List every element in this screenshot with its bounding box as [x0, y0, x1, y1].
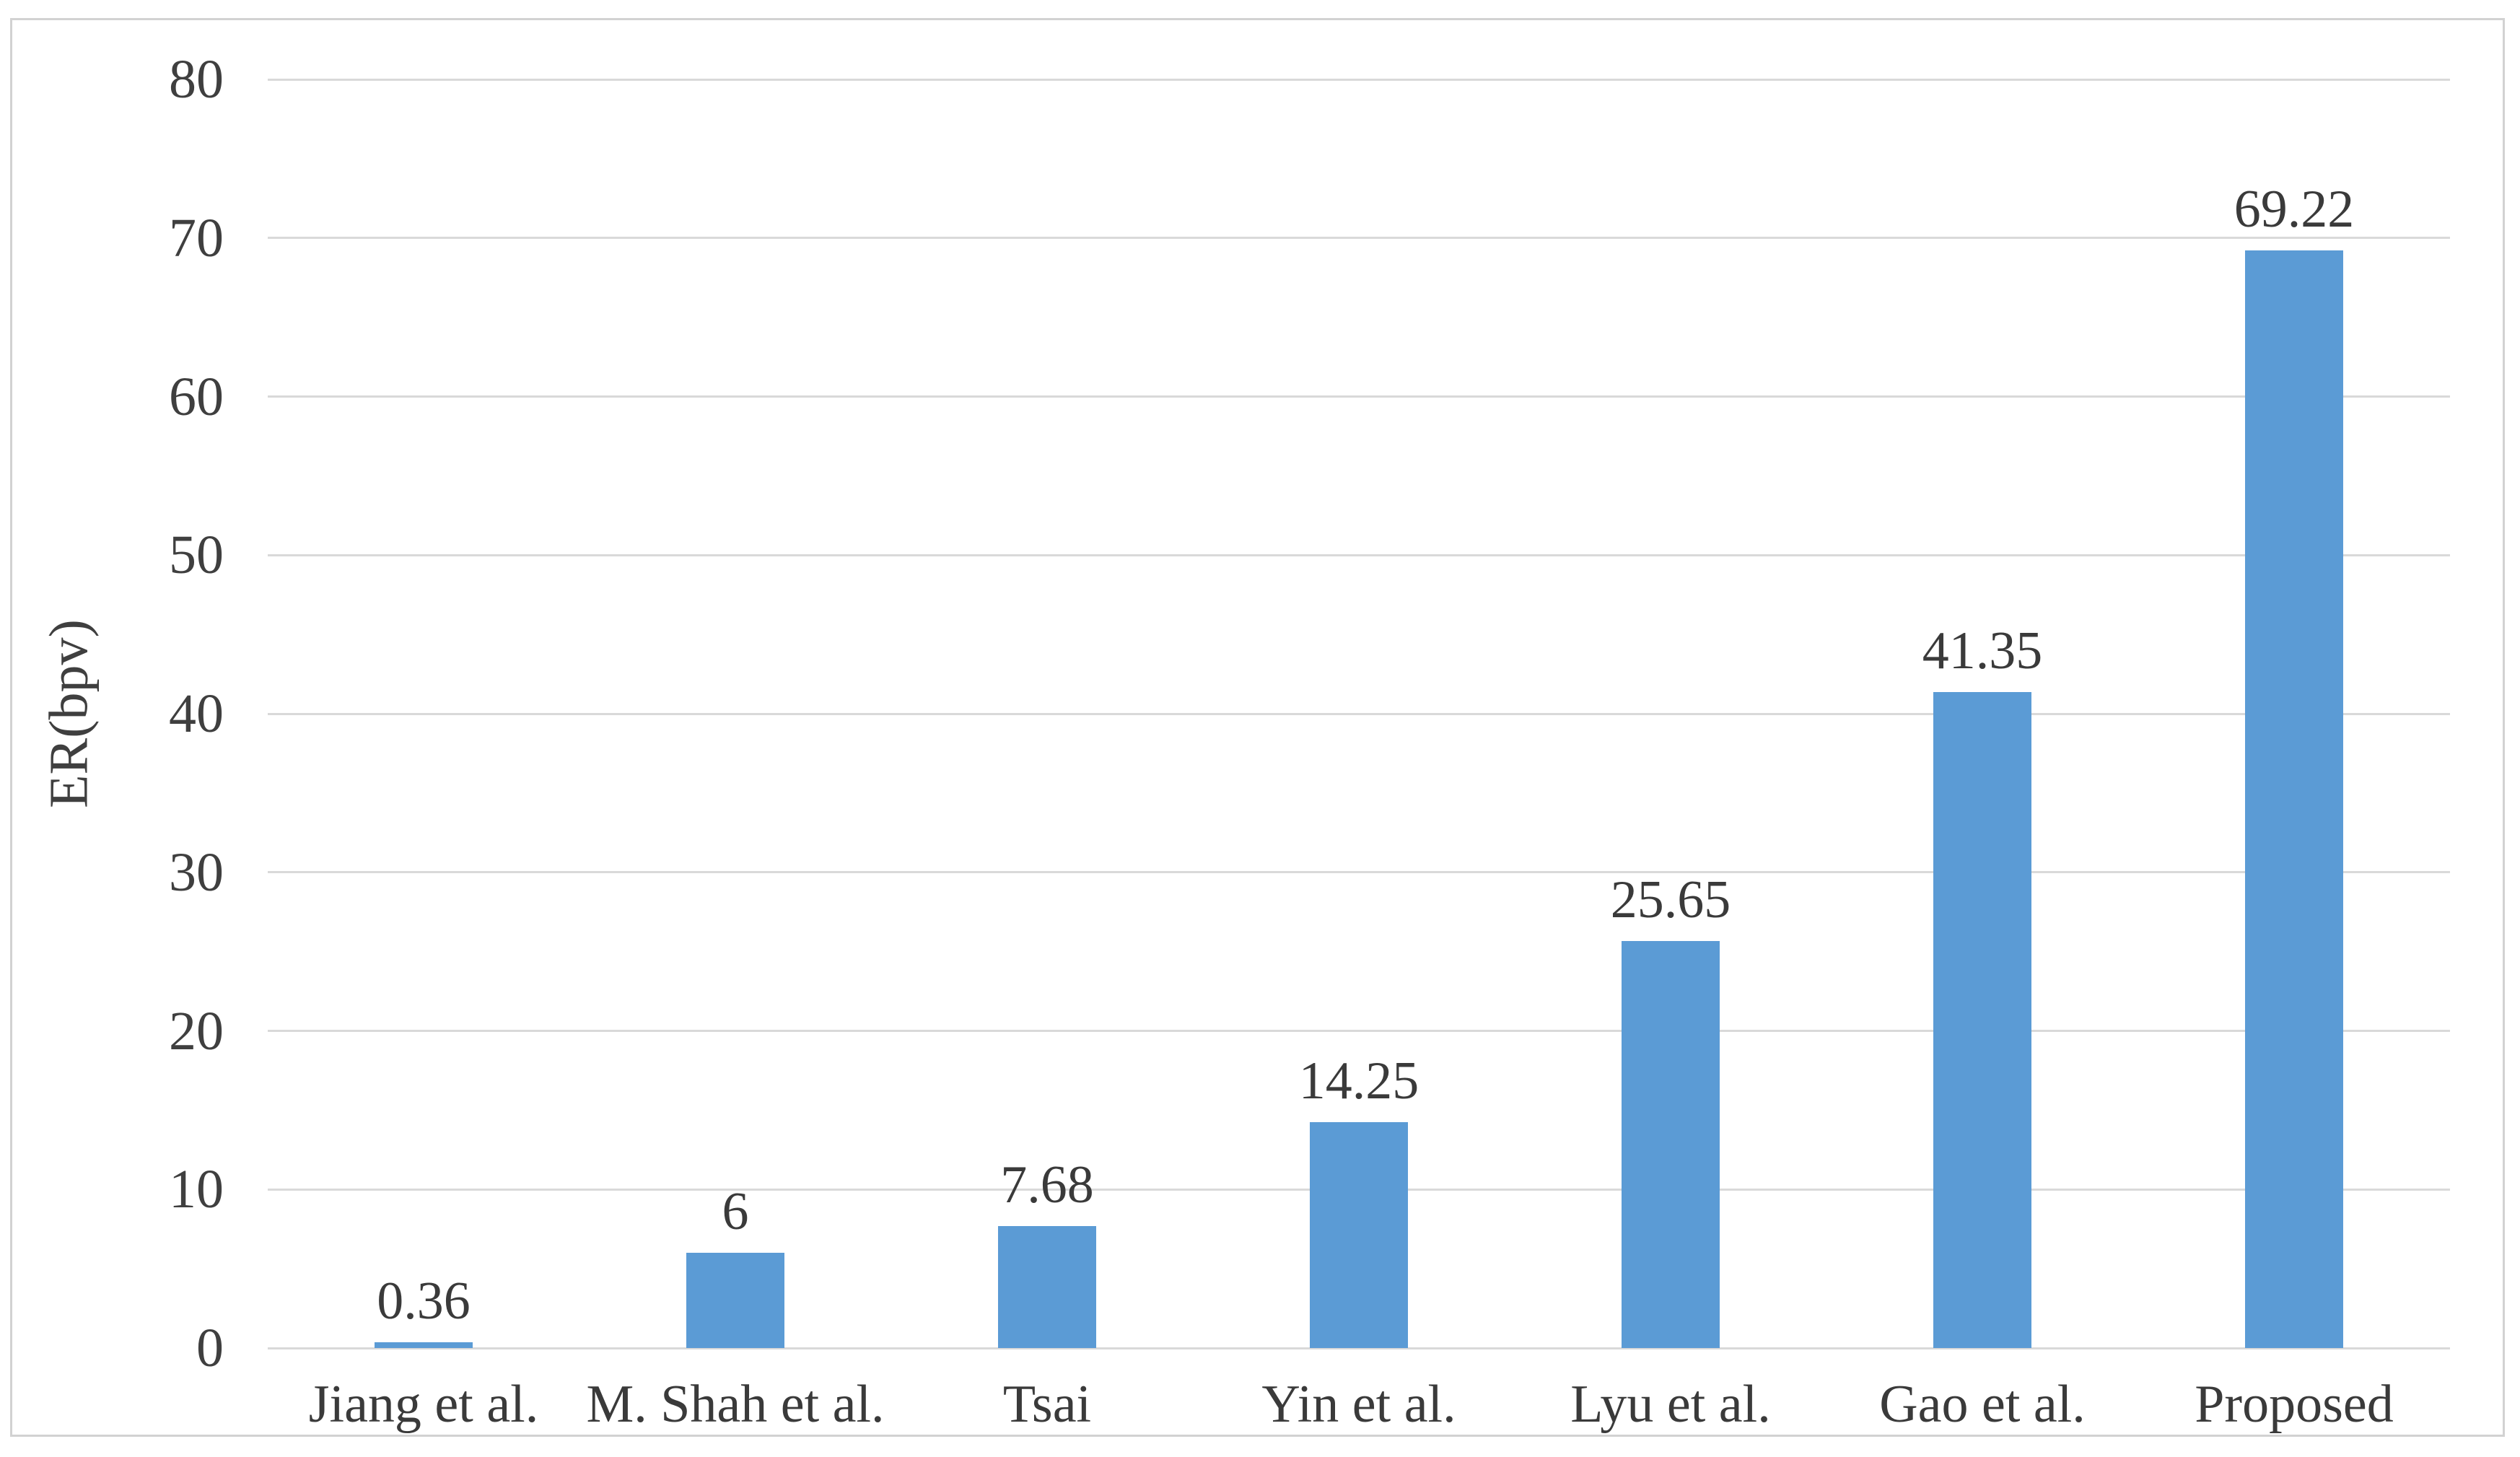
- bar: [1310, 1121, 1408, 1348]
- x-category-label: M. Shah et al.: [586, 1375, 885, 1434]
- y-tick-label: 0: [196, 1318, 224, 1378]
- bar: [1622, 941, 1720, 1348]
- bar-value-label: 25.65: [1610, 870, 1731, 930]
- plot-area: 80 70 60 50 40 30 20 10 0 0.36 Jiang et al. 6 M. Sha…: [169, 49, 2450, 1434]
- y-tick-label: 40: [169, 683, 224, 744]
- gridline: [268, 712, 2450, 715]
- bar-value-label: 41.35: [1922, 621, 2043, 681]
- bar-value-label: 6: [722, 1182, 749, 1242]
- bar: [686, 1253, 784, 1348]
- bar: [1933, 692, 2031, 1348]
- bar-value-label: 69.22: [2234, 179, 2355, 239]
- y-tick-label: 70: [169, 207, 224, 268]
- bar: [998, 1226, 1096, 1348]
- gridline: [268, 78, 2450, 81]
- gridline: [268, 1030, 2450, 1032]
- x-category-label: Tsai: [1002, 1375, 1092, 1434]
- gridline: [268, 395, 2450, 398]
- y-tick-label: 30: [169, 841, 224, 903]
- bar-value-label: 7.68: [1000, 1155, 1094, 1215]
- gridline: [268, 1347, 2450, 1349]
- y-tick-label: 20: [169, 1000, 224, 1062]
- x-category-label: Lyu et al.: [1570, 1375, 1771, 1434]
- bar: [2245, 250, 2343, 1348]
- bar-value-label: 0.36: [377, 1272, 471, 1331]
- y-tick-label: 50: [169, 525, 224, 586]
- x-category-label: Gao et al.: [1879, 1375, 2086, 1434]
- x-category-label: Jiang et al.: [308, 1375, 539, 1434]
- bar-value-label: 14.25: [1298, 1051, 1419, 1111]
- y-tick-label: 10: [169, 1159, 224, 1220]
- x-category-label: Yin et al.: [1261, 1375, 1456, 1434]
- y-tick-label: 80: [169, 49, 224, 110]
- x-category-label: Proposed: [2195, 1375, 2394, 1434]
- chart-frame-border: [10, 18, 2505, 1437]
- gridline: [268, 237, 2450, 240]
- y-tick-label: 60: [169, 366, 224, 427]
- bar: [375, 1342, 473, 1348]
- gridline: [268, 554, 2450, 556]
- gridline: [268, 871, 2450, 874]
